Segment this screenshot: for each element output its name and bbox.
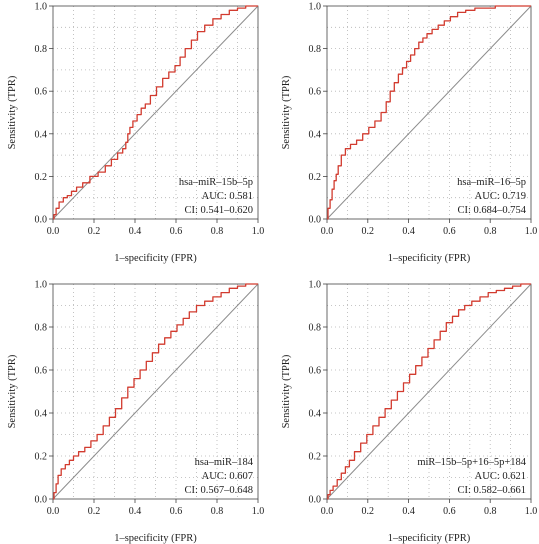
- y-tick-label: 0.6: [309, 366, 322, 377]
- y-tick-label: 0.2: [35, 452, 48, 463]
- x-tick-label: 0.2: [362, 506, 375, 517]
- annotation-stat: AUC: 0.581: [202, 191, 253, 202]
- y-tick-label: 0.8: [309, 323, 322, 334]
- x-axis-title: 1–specificity (FPR): [114, 533, 197, 544]
- x-tick-label: 0.4: [129, 506, 142, 517]
- y-tick-label: 0.0: [309, 495, 322, 506]
- y-tick-label: 0.6: [35, 366, 48, 377]
- x-tick-label: 0.6: [443, 226, 456, 237]
- annotation-marker-name: hsa–miR–16–5p: [457, 177, 526, 188]
- x-tick-label: 0.0: [321, 506, 334, 517]
- x-tick-label: 0.8: [211, 506, 224, 517]
- roc-panel-4: 0.0 0.2 0.4 0.6 0.8 1.0 0.0 0.2 0.4 0.6 0.8 1.0 1–sp…: [281, 280, 537, 544]
- y-tick-label: 0.0: [35, 215, 48, 226]
- x-tick-label: 0.4: [129, 226, 142, 237]
- y-tick-label: 1.0: [309, 2, 322, 13]
- plot-frame: [52, 5, 259, 220]
- y-tick-label: 0.8: [309, 44, 322, 55]
- x-axis-title: 1–specificity (FPR): [388, 253, 471, 264]
- x-tick-label: 0.6: [170, 226, 183, 237]
- x-tick-label: 0.4: [402, 226, 415, 237]
- annotation-stat: AUC: 0.719: [475, 191, 526, 202]
- x-axis-title: 1–specificity (FPR): [388, 533, 471, 544]
- y-tick-label: 0.4: [35, 129, 48, 140]
- x-tick-label: 0.8: [484, 226, 497, 237]
- y-tick-label: 0.8: [35, 44, 48, 55]
- y-axis-title: Sensitivity (TPR): [281, 75, 292, 149]
- x-tick-label: 1.0: [525, 506, 538, 517]
- x-tick-label: 1.0: [252, 226, 265, 237]
- y-tick-label: 0.6: [35, 87, 48, 98]
- x-tick-label: 0.2: [362, 226, 375, 237]
- annotation-stat: AUC: 0.607: [202, 471, 253, 482]
- reference-diagonal: [326, 5, 532, 220]
- x-tick-label: 0.8: [211, 226, 224, 237]
- y-tick-label: 0.4: [35, 409, 48, 420]
- y-tick-label: 0.4: [309, 129, 322, 140]
- plot-frame: [52, 283, 259, 500]
- plot-frame: [326, 283, 532, 500]
- reference-diagonal: [52, 283, 259, 500]
- y-tick-label: 0.4: [309, 409, 322, 420]
- y-tick-label: 0.6: [309, 87, 322, 98]
- y-axis-title: Sensitivity (TPR): [7, 75, 18, 149]
- x-tick-label: 0.0: [321, 226, 334, 237]
- roc-curve: [327, 283, 531, 500]
- x-tick-label: 0.2: [88, 506, 101, 517]
- plot-frame: [326, 5, 532, 220]
- y-tick-label: 0.8: [35, 323, 48, 334]
- x-tick-label: 0.6: [170, 506, 183, 517]
- roc-curve: [53, 5, 258, 220]
- roc-panel-3: 0.0 0.2 0.4 0.6 0.8 1.0 0.0 0.2 0.4 0.6 0.8 1.0 1–sp…: [7, 280, 264, 544]
- y-tick-label: 1.0: [35, 2, 48, 13]
- y-tick-label: 1.0: [309, 280, 322, 291]
- x-tick-label: 0.0: [47, 226, 60, 237]
- y-tick-label: 0.2: [309, 452, 322, 463]
- roc-curve: [53, 283, 258, 500]
- y-tick-label: 0.2: [309, 172, 322, 183]
- annotation-stat: CI: 0.684–0.754: [457, 205, 526, 216]
- x-tick-label: 0.2: [88, 226, 101, 237]
- annotation-stat: AUC: 0.621: [475, 471, 526, 482]
- annotation-stat: CI: 0.541–0.620: [184, 205, 253, 216]
- x-tick-label: 0.0: [47, 506, 60, 517]
- y-tick-label: 1.0: [35, 280, 48, 291]
- roc-curve: [327, 5, 531, 220]
- annotation-stat: CI: 0.567–0.648: [184, 485, 253, 496]
- y-tick-label: 0.0: [309, 215, 322, 226]
- reference-diagonal: [52, 5, 259, 220]
- annotation-stat: CI: 0.582–0.661: [457, 485, 526, 496]
- annotation-marker-name: hsa–miR–15b–5p: [179, 177, 253, 188]
- x-tick-label: 1.0: [252, 506, 265, 517]
- y-axis-title: Sensitivity (TPR): [7, 354, 18, 428]
- y-axis-title: Sensitivity (TPR): [281, 354, 292, 428]
- roc-panel-1: 0.0 0.2 0.4 0.6 0.8 1.0 0.0 0.2 0.4 0.6 0.8 1.0 1–sp…: [7, 2, 264, 265]
- x-tick-label: 0.4: [402, 506, 415, 517]
- x-tick-label: 1.0: [525, 226, 538, 237]
- y-tick-label: 0.0: [35, 495, 48, 506]
- x-tick-label: 0.6: [443, 506, 456, 517]
- y-tick-label: 0.2: [35, 172, 48, 183]
- x-tick-label: 0.8: [484, 506, 497, 517]
- roc-panel-2: 0.0 0.2 0.4 0.6 0.8 1.0 0.0 0.2 0.4 0.6 0.8 1.0 1–sp…: [281, 2, 537, 265]
- annotation-marker-name: hsa–miR–184: [195, 457, 254, 468]
- annotation-marker-name: miR–15b–5p+16–5p+184: [417, 457, 526, 468]
- reference-diagonal: [326, 283, 532, 500]
- x-axis-title: 1–specificity (FPR): [114, 253, 197, 264]
